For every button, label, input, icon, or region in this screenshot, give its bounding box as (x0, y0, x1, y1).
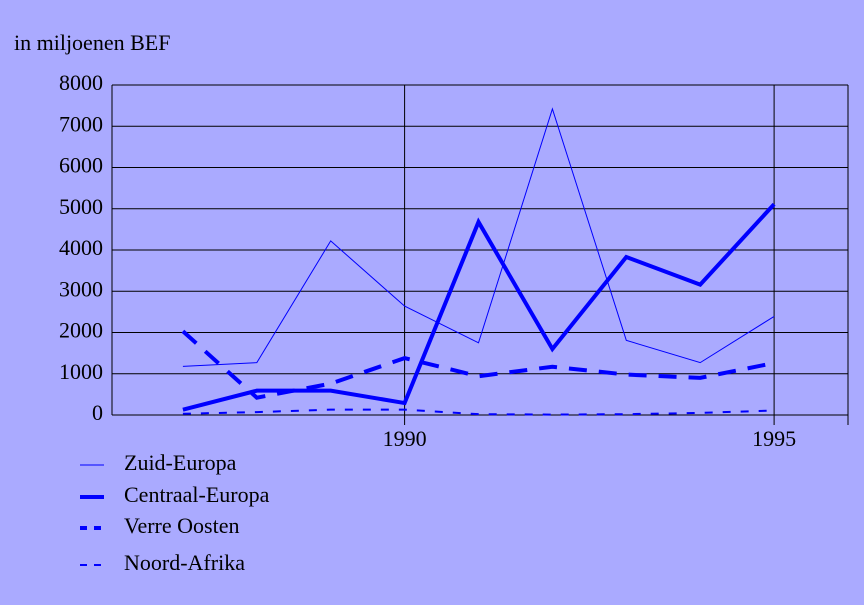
legend-label: Zuid-Europa (124, 450, 237, 475)
series-line (182, 202, 776, 412)
y-tick-label: 2000 (59, 318, 103, 343)
y-tick-label: 4000 (59, 235, 103, 260)
y-tick-label: 3000 (59, 276, 103, 301)
y-axis-label: in miljoenen BEF (14, 30, 170, 55)
legend-label: Centraal-Europa (124, 482, 270, 507)
series-line (182, 107, 775, 367)
y-tick-label: 8000 (59, 70, 103, 95)
y-tick-label: 6000 (59, 153, 103, 178)
series-line (181, 329, 775, 400)
y-tick-label: 7000 (59, 111, 103, 136)
y-tick-label: 1000 (59, 359, 103, 384)
x-tick-label: 1990 (383, 426, 427, 451)
x-tick-label: 1995 (752, 426, 796, 451)
series-line (182, 408, 775, 416)
legend-label: Noord-Afrika (124, 550, 245, 575)
legend-label: Verre Oosten (124, 513, 239, 538)
y-tick-label: 0 (92, 400, 103, 425)
y-tick-label: 5000 (59, 194, 103, 219)
